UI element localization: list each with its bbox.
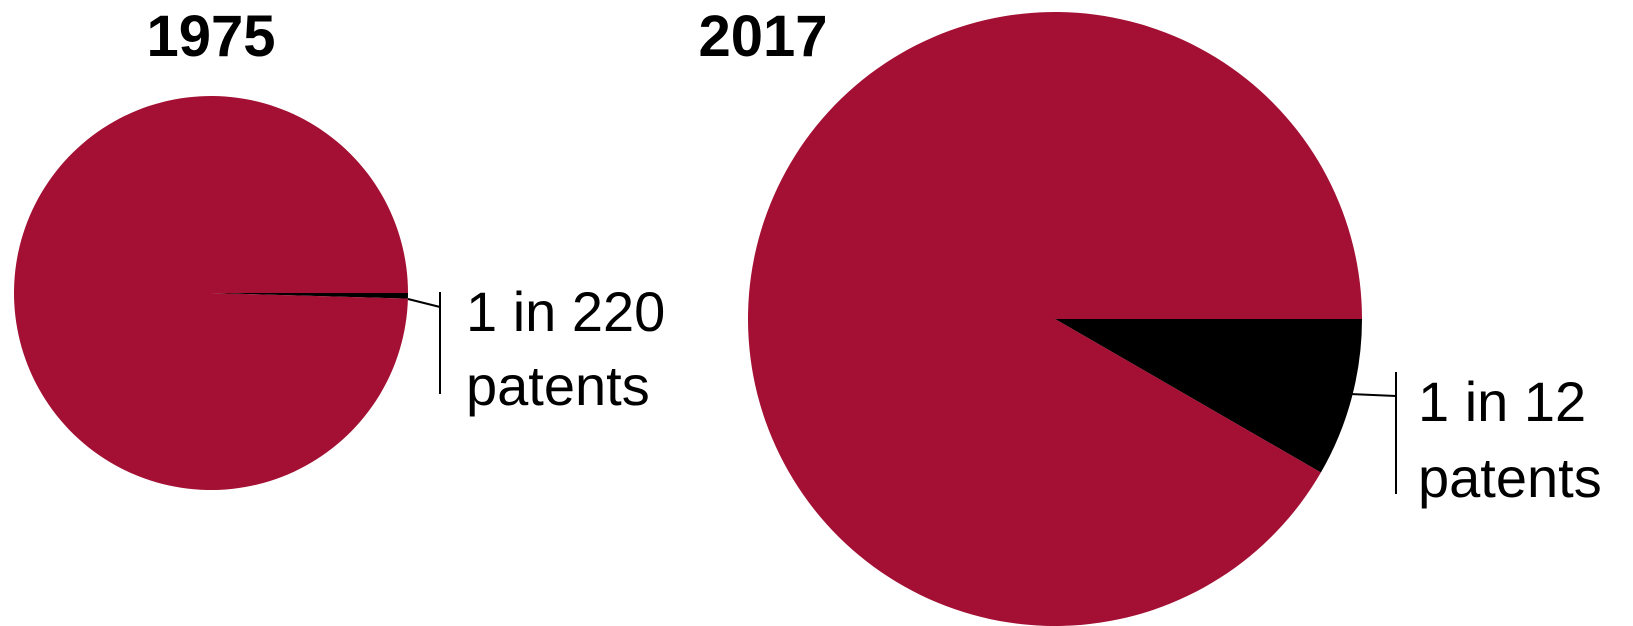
- leader-line-2017: [1349, 393, 1397, 397]
- leader-line-1975: [407, 298, 441, 308]
- pie-slices-2017: [748, 12, 1362, 626]
- annotation-unit-1975: patents: [466, 354, 650, 417]
- annotation-ratio-1975: 1 in 220: [466, 280, 665, 343]
- chart-title-1975: 1975: [146, 4, 275, 69]
- annotation-ratio-2017: 1 in 12: [1418, 370, 1586, 433]
- pie-slices-1975: [13, 96, 408, 491]
- pie-slice-1975-0: [13, 96, 408, 491]
- annotation-unit-2017: patents: [1418, 446, 1602, 509]
- pie-chart-1975: 1975 1 in 220 patents: [13, 4, 665, 491]
- pie-slice-2017-1: [1055, 319, 1362, 473]
- pie-chart-2017: 2017 1 in 12 patents: [698, 4, 1602, 626]
- pie-slice-1975-1: [211, 293, 408, 299]
- chart-title-2017: 2017: [698, 4, 827, 69]
- pie-slice-2017-0: [748, 12, 1362, 626]
